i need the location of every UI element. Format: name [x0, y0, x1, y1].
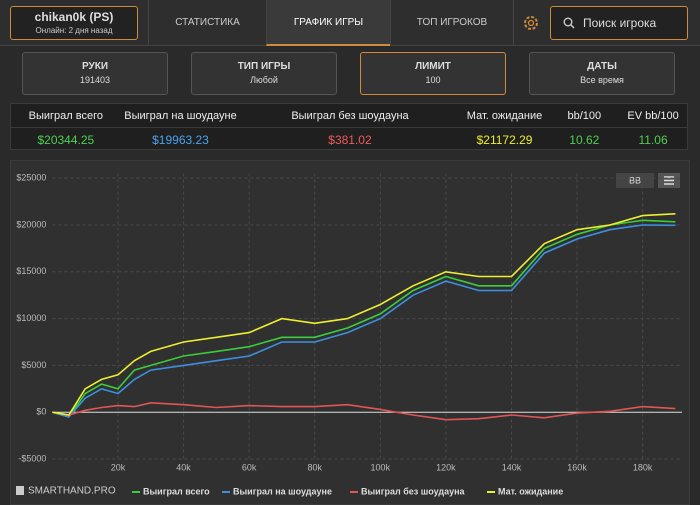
stats-value: $21172.29 [476, 132, 533, 147]
stats-values: $20344.25 $19963.23 $381.02 $21172.29 10.62 1… [11, 128, 687, 151]
stats-value: $19963.23 [152, 132, 209, 147]
filter-value: 191403 [79, 75, 111, 85]
series-line [52, 213, 676, 416]
bb-button[interactable]: BB [629, 175, 641, 185]
filter-value: Любой [250, 75, 278, 85]
menu-icon [664, 176, 674, 185]
stats-value: 11.06 [638, 132, 668, 147]
x-tick-label: 20k [111, 462, 126, 472]
stats-head: Выиграл без шоудауна [291, 109, 409, 122]
filter[interactable]: РУКИ 191403 [22, 52, 168, 95]
legend-label: Выиграл без шоудауна [361, 486, 466, 496]
y-tick-label: $10000 [16, 313, 46, 323]
y-tick-label: $15000 [16, 266, 46, 276]
filter-label: ЛИМИТ [415, 61, 451, 72]
x-tick-label: 180k [633, 462, 653, 472]
stats-value: $20344.25 [37, 132, 95, 147]
filter[interactable]: ТИП ИГРЫ Любой [191, 52, 337, 95]
search-icon [563, 17, 575, 29]
player-name: chikan0k (PS) [34, 10, 114, 24]
y-tick-label: $5000 [21, 360, 46, 370]
stats-head: bb/100 [567, 109, 602, 122]
stats-value: $381.02 [328, 132, 372, 147]
stats-table: Выиграл всего Выиграл на шоудауне Выиграл … [10, 103, 688, 150]
x-tick-label: 80k [307, 462, 322, 472]
x-tick-label: 160k [567, 462, 587, 472]
y-tick-label: $25000 [16, 173, 46, 183]
filter[interactable]: ЛИМИТ 100 [360, 52, 506, 95]
tab[interactable]: ТОП ИГРОКОВ [390, 0, 514, 46]
tab[interactable]: ГРАФИК ИГРЫ [266, 0, 390, 46]
search-box[interactable]: Поиск игрока [550, 6, 688, 40]
filter[interactable]: ДАТЫ Все время [529, 52, 675, 95]
y-tick-label: -$5000 [18, 453, 46, 463]
series-line [52, 224, 676, 418]
y-tick-label: $20000 [16, 219, 46, 229]
legend-label: Выиграл всего [143, 486, 210, 496]
filter-value: 100 [425, 75, 441, 85]
x-tick-label: 40k [176, 462, 191, 472]
bb-button-bg[interactable] [616, 173, 654, 188]
stats-head: Мат. ожидание [466, 109, 543, 122]
filter-label: ДАТЫ [587, 61, 617, 72]
series-line [52, 219, 676, 418]
player-status: Онлайн: 2 дня назад [35, 26, 113, 35]
y-tick-label: $0 [36, 407, 46, 417]
player-card[interactable]: chikan0k (PS) Онлайн: 2 дня назад [10, 6, 138, 40]
settings-icon[interactable] [522, 14, 540, 32]
filter-label: ТИП ИГРЫ [237, 61, 291, 72]
x-tick-label: 100k [371, 462, 391, 472]
x-tick-label: 120k [436, 462, 456, 472]
stats-value: 10.62 [569, 132, 600, 147]
brand-logo [16, 486, 24, 495]
stats-head: Выиграл всего [28, 109, 103, 122]
stats-head: EV bb/100 [627, 109, 679, 122]
brand: SMARTHAND.PRO [28, 486, 116, 497]
filter-label: РУКИ [81, 61, 109, 72]
tab[interactable]: СТАТИСТИКА [148, 0, 266, 46]
stats-head: Выиграл на шоудауне [124, 109, 237, 122]
stats-header: Выиграл всего Выиграл на шоудауне Выиграл … [11, 104, 687, 128]
legend-label: Мат. ожидание [498, 486, 563, 496]
x-tick-label: 60k [242, 462, 257, 472]
legend-label: Выиграл на шоудауне [233, 486, 332, 496]
series-line [52, 401, 676, 421]
filter-value: Все время [580, 75, 624, 85]
x-tick-label: 140k [502, 462, 522, 472]
search-placeholder: Поиск игрока [583, 16, 657, 30]
